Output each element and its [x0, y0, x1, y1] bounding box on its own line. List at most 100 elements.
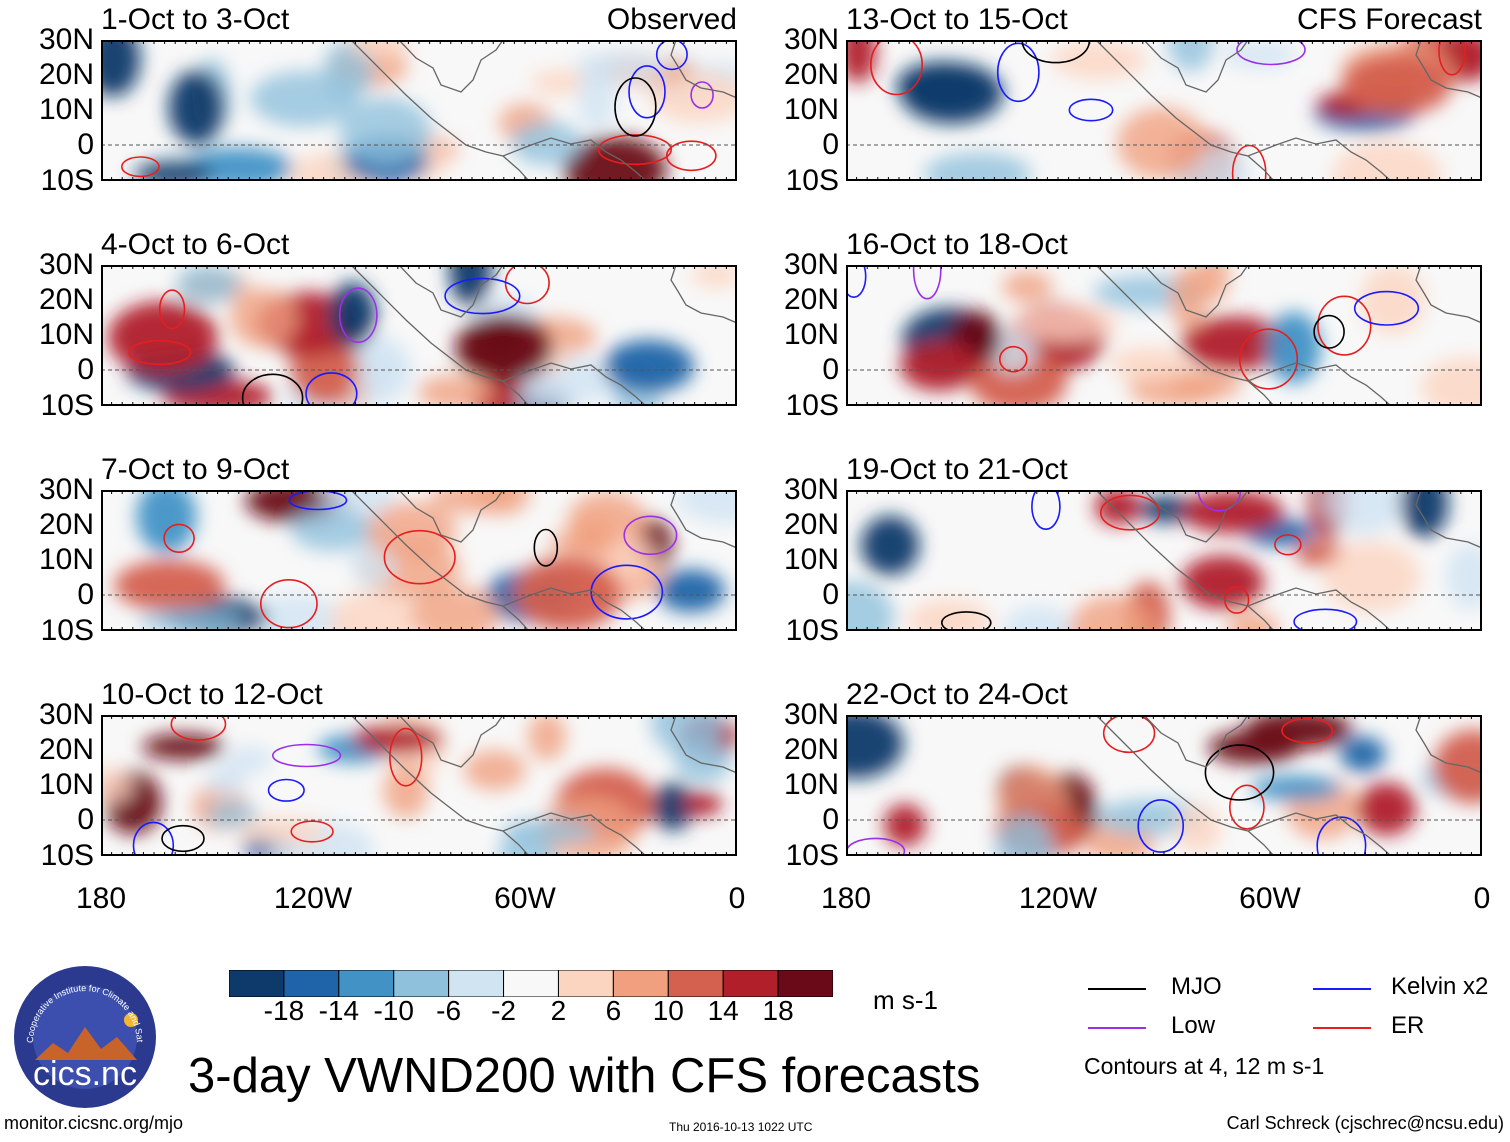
- anomaly-blob: [352, 724, 443, 755]
- coastline: [350, 40, 737, 181]
- wave-contour: [1197, 490, 1242, 512]
- anomaly-blob: [339, 97, 432, 167]
- wave-contour: [1281, 717, 1334, 744]
- map-panel: 7-Oct to 9-Oct: [101, 453, 737, 631]
- wave-contour: [272, 743, 342, 768]
- wave-contour: [290, 820, 334, 843]
- colorbar-tick-label: -6: [436, 995, 462, 1026]
- anomaly-blob: [1400, 490, 1449, 538]
- anomaly-blob: [1051, 40, 1147, 80]
- legend-swatch: [1313, 988, 1371, 990]
- anomaly-blob: [449, 265, 492, 308]
- anomaly-blob: [226, 746, 273, 773]
- wave-contour: [590, 564, 664, 620]
- latitude-label: 10S: [785, 839, 839, 872]
- anomaly-blob: [463, 749, 526, 791]
- anomaly-blob: [1180, 555, 1265, 610]
- legend-swatch: [1313, 1027, 1371, 1029]
- colorbar-swatch: [283, 970, 340, 997]
- wind-anomaly-map: [846, 40, 1482, 181]
- coastline: [350, 265, 737, 406]
- coastline: [350, 715, 737, 856]
- latitude-label: 30N: [38, 248, 94, 281]
- latitude-label: 30N: [783, 248, 839, 281]
- cics-logo: Cooperative Institute for Climate and Sa…: [10, 957, 158, 1110]
- anomaly-blob: [883, 803, 926, 847]
- anomaly-blob: [383, 763, 429, 818]
- colorbar-tick-label: 2: [550, 995, 567, 1026]
- longitude-label: 120W: [1018, 882, 1098, 915]
- legend-label: Low: [1171, 1012, 1216, 1039]
- map-panel: 4-Oct to 6-Oct: [101, 228, 737, 406]
- anomaly-blob: [674, 737, 732, 784]
- colorbar-units: m s-1: [873, 985, 938, 1015]
- latitude-label: 20N: [38, 283, 94, 316]
- wave-contour: [912, 265, 942, 300]
- anomaly-blob: [472, 490, 531, 515]
- colorbar-tick-label: -10: [373, 995, 414, 1026]
- wave-contour: [1293, 608, 1358, 631]
- anomaly-blob: [1069, 595, 1156, 631]
- latitude-label: 10S: [40, 389, 94, 422]
- anomaly-blob: [290, 506, 371, 552]
- panel-tag: CFS Forecast: [1296, 3, 1482, 36]
- anomaly-blob: [860, 515, 920, 576]
- anomaly-blob: [650, 71, 737, 124]
- colorbar-tick-label: 14: [707, 995, 739, 1026]
- anomaly-blob: [527, 715, 567, 761]
- latitude-label: 10N: [38, 768, 94, 801]
- wave-contour: [690, 81, 714, 109]
- anomaly-blob: [1109, 346, 1189, 382]
- anomaly-blob: [1446, 543, 1482, 610]
- coastline: [350, 490, 737, 631]
- longitude-label: 180: [75, 882, 127, 915]
- anomaly-blob: [1322, 541, 1421, 613]
- wave-contour: [305, 372, 358, 406]
- wave-contour: [614, 77, 657, 137]
- latitude-label: 0: [822, 128, 839, 161]
- anomaly-blob: [676, 490, 737, 524]
- anomaly-blob: [1223, 40, 1296, 69]
- wind-anomaly-map: [101, 715, 737, 856]
- anomaly-blob: [651, 782, 695, 831]
- anomaly-blob: [1172, 372, 1243, 399]
- anomaly-blob: [1320, 490, 1406, 536]
- wave-contour: [444, 277, 521, 315]
- wave-contour: [999, 345, 1028, 373]
- wave-contour: [170, 715, 227, 741]
- anomaly-blob: [563, 136, 667, 181]
- panel-tag: Observed: [606, 3, 737, 36]
- anomaly-blob: [107, 301, 218, 374]
- figure-title: 3-day VWND200 with CFS forecasts: [188, 1049, 981, 1103]
- anomaly-blob: [101, 40, 141, 97]
- panel-title: 1-Oct to 3-Oct: [101, 3, 290, 36]
- anomaly-blob: [250, 71, 358, 127]
- legend-swatch: [1088, 1027, 1146, 1029]
- anomaly-blob: [1117, 107, 1207, 180]
- latitude-label: 20N: [38, 58, 94, 91]
- map-panel: 10-Oct to 12-Oct: [101, 678, 737, 856]
- panel-title: 16-Oct to 18-Oct: [846, 228, 1068, 261]
- wave-contour: [259, 578, 318, 629]
- wave-contour: [1316, 816, 1367, 856]
- coastline: [1095, 490, 1482, 631]
- wind-anomaly-map: [101, 40, 737, 181]
- latitude-label: 20N: [783, 733, 839, 766]
- panel-title: 19-Oct to 21-Oct: [846, 453, 1068, 486]
- anomaly-blob: [237, 817, 327, 847]
- colorbar-tick-label: -14: [318, 995, 360, 1026]
- anomaly-blob: [114, 559, 225, 612]
- latitude-label: 20N: [38, 733, 94, 766]
- panel-title: 22-Oct to 24-Oct: [846, 678, 1068, 711]
- anomaly-blob: [900, 62, 1004, 124]
- anomaly-blob: [1340, 736, 1386, 772]
- wave-contour: [389, 727, 423, 787]
- anomaly-blob: [577, 59, 616, 131]
- anomaly-blob: [1002, 271, 1053, 303]
- anomaly-blob: [1332, 141, 1442, 181]
- wave-contour: [338, 287, 378, 344]
- anomaly-blob: [363, 501, 457, 560]
- colorbar-swatch: [393, 970, 450, 997]
- anomaly-blob: [134, 161, 214, 181]
- latitude-label: 10N: [38, 93, 94, 126]
